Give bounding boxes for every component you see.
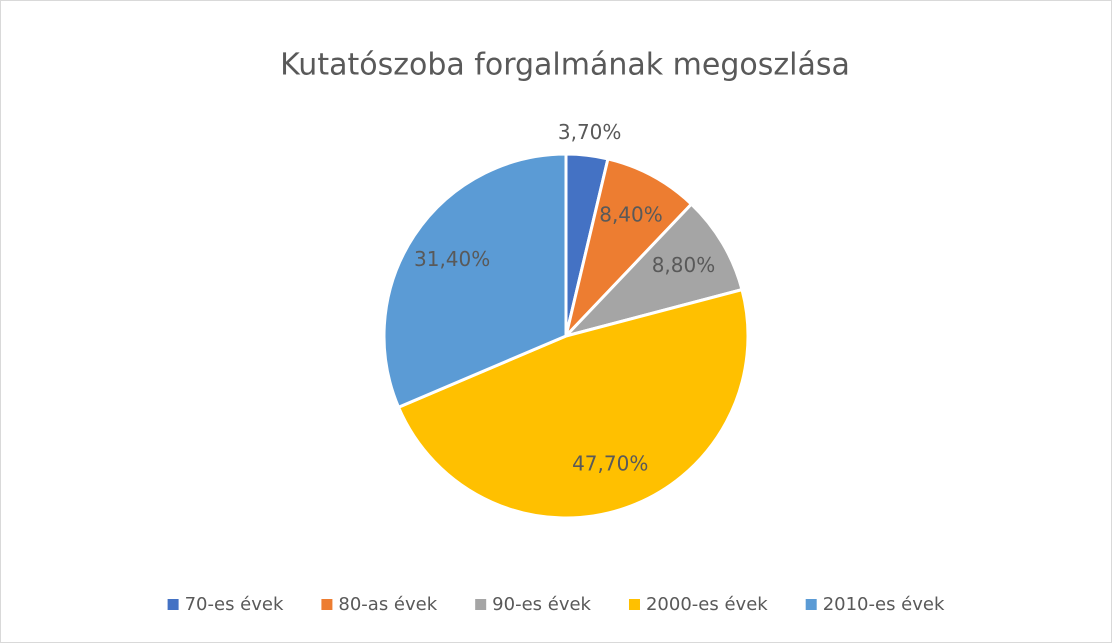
data-label: 8,40% [599, 202, 663, 226]
pie-slice [382, 152, 568, 410]
data-label: 8,80% [652, 253, 716, 277]
legend-marker [475, 599, 487, 610]
legend-marker [628, 599, 640, 610]
legend-marker [167, 599, 179, 610]
legend-label: 80-as évek [338, 594, 437, 615]
legend-label: 2000-es évek [646, 594, 768, 615]
data-label: 47,70% [572, 452, 648, 476]
data-label: 31,40% [414, 247, 490, 271]
legend-marker [321, 599, 333, 610]
legend-label: 70-es évek [185, 594, 284, 615]
legend-label: 90-es évek [492, 594, 591, 615]
chart-title: Kutatószoba forgalmának megoszlása [280, 48, 850, 83]
legend-label: 2010-es évek [823, 594, 945, 615]
pie-slice [561, 201, 744, 339]
pie-slice [396, 287, 750, 520]
legend-marker [805, 599, 817, 610]
data-label: 3,70% [558, 120, 622, 144]
pie-slice [563, 157, 694, 342]
